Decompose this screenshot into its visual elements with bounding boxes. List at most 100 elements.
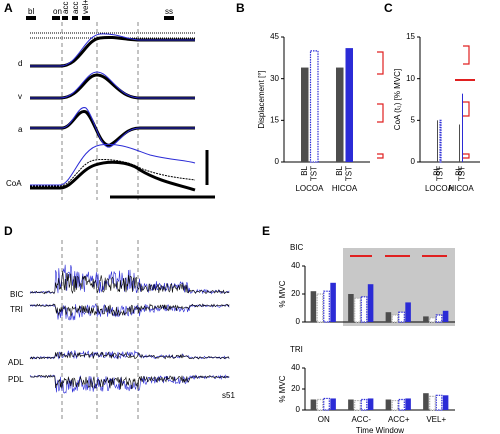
event-label: acc + — [71, 0, 80, 14]
bar — [316, 398, 324, 411]
chart-title: TRI — [290, 345, 303, 354]
bar — [385, 312, 392, 322]
trace-label: CoA — [6, 179, 22, 188]
x-tick-label: BL — [335, 165, 344, 175]
bar — [442, 395, 449, 410]
event-bar — [164, 16, 174, 20]
bar — [354, 399, 361, 411]
event-bar — [52, 16, 60, 20]
bar — [462, 93, 463, 162]
event-label: acc - — [61, 0, 70, 14]
trace-label: v — [18, 92, 22, 101]
y-tick-label: 0 — [411, 157, 416, 166]
x-tick-label: TST — [344, 166, 353, 181]
x-tick-label: ON — [318, 415, 330, 424]
y-axis-label: Displacement [°] — [257, 70, 266, 128]
bar — [398, 398, 405, 411]
x-axis-label: Time Window — [356, 426, 404, 434]
trace-label: a — [18, 125, 23, 134]
muscle-label: PDL — [8, 375, 24, 384]
bar — [360, 398, 368, 411]
bar — [435, 314, 443, 323]
sig-bracket — [377, 45, 470, 159]
bar — [323, 290, 330, 323]
y-axis-label: % MVC — [278, 280, 287, 307]
bar — [442, 310, 449, 322]
bar — [354, 297, 361, 323]
bar — [435, 394, 443, 411]
group-label: HICOA — [332, 184, 358, 193]
emg-trace — [29, 351, 230, 360]
group-label: LOCOA — [295, 184, 324, 193]
bar — [345, 48, 353, 162]
bar — [391, 314, 399, 323]
panel-label: A — [4, 1, 13, 15]
event-label: ss — [165, 7, 173, 16]
bar — [423, 393, 429, 410]
trace-label: d — [18, 59, 22, 68]
event-bar — [82, 16, 90, 20]
y-tick-label: 5 — [411, 115, 416, 124]
bar — [459, 124, 460, 162]
emg-trace — [29, 271, 230, 295]
bar — [316, 293, 324, 323]
y-tick-label: 20 — [291, 384, 300, 393]
bar — [367, 284, 374, 322]
trace — [30, 33, 195, 67]
bar — [429, 395, 436, 411]
y-axis-label: CoA (t₁) [% MVC] — [393, 69, 402, 130]
bar — [360, 296, 368, 323]
bar — [367, 398, 374, 410]
trace — [30, 160, 196, 192]
x-tick-label: TST — [309, 166, 318, 181]
x-tick-label: VEL+ — [426, 415, 446, 424]
panel-label: D — [4, 224, 13, 238]
y-tick-label: 10 — [406, 74, 415, 83]
trace — [30, 73, 195, 100]
y-tick-label: 0 — [296, 405, 301, 414]
bar — [348, 399, 354, 410]
trace — [30, 107, 195, 148]
bar — [336, 67, 344, 162]
muscle-label: TRI — [10, 305, 23, 314]
trace — [30, 71, 195, 99]
y-tick-label: 20 — [291, 289, 300, 298]
bar — [330, 282, 336, 322]
group-label: HICOA — [448, 184, 474, 193]
y-tick-label: 0 — [275, 157, 280, 166]
emg-trace — [29, 303, 230, 317]
bar — [429, 317, 436, 323]
event-label: bl — [28, 7, 34, 16]
panel-label: B — [236, 1, 245, 15]
muscle-label: ADL — [8, 358, 24, 367]
event-bar — [26, 16, 36, 20]
bar — [310, 291, 317, 322]
bar — [398, 311, 405, 323]
emg-trace — [29, 374, 230, 390]
bar — [310, 399, 317, 410]
emg-trace — [29, 303, 230, 321]
bar — [405, 398, 411, 410]
y-tick-label: 15 — [270, 115, 279, 124]
x-tick-label: BL — [455, 165, 464, 175]
trace — [30, 35, 195, 68]
panel-label: C — [384, 1, 393, 15]
event-label: vel+ — [81, 0, 90, 14]
bar — [405, 302, 411, 322]
x-tick-label: TST — [458, 166, 467, 181]
event-bar — [62, 16, 68, 20]
y-tick-label: 0 — [296, 317, 301, 326]
bar — [391, 399, 399, 411]
panel-d: BIC TRI ADL PDL s51 — [8, 240, 235, 420]
bar — [348, 294, 354, 322]
subject-label: s51 — [222, 391, 235, 400]
y-tick-label: 45 — [270, 32, 279, 41]
panel-a: bl on acc - acc + vel+ ss d v a CoA — [6, 0, 215, 200]
x-tick-label: TST — [436, 166, 445, 181]
x-tick-label: ACC+ — [388, 415, 410, 424]
y-tick-label: 30 — [270, 74, 279, 83]
y-tick-label: 15 — [406, 32, 415, 41]
x-tick-label: ACC- — [351, 415, 371, 424]
bar — [423, 316, 429, 322]
